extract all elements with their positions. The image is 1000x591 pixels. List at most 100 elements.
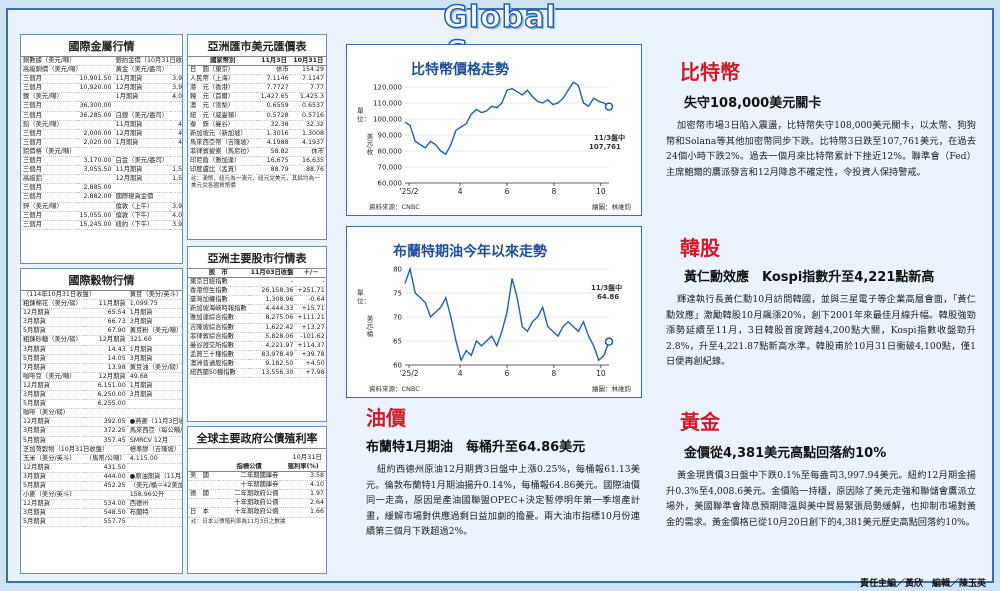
table-cell: - <box>248 277 296 288</box>
table-cell: 47.994 <box>170 120 182 130</box>
table-cell: 布蘭特 <box>127 508 182 519</box>
table-cell: 玉米（美分/英斗） <box>21 454 84 464</box>
table-cell: 4,011.50 <box>170 211 182 221</box>
btc-callout-value: 107,761 <box>589 143 621 151</box>
table-cell: 4,221.97 <box>248 341 296 351</box>
table-cell: 6,255.00 <box>83 399 128 410</box>
table-cell: 48.160 <box>170 129 182 139</box>
table-cell: 三個月 <box>21 101 78 112</box>
table-cell <box>170 192 182 203</box>
table-cell: SMRCV 12月 <box>127 436 182 446</box>
table-cell: 13.98 <box>83 363 128 373</box>
table-row: 十年期國庫券 4.10 <box>188 480 326 491</box>
table-cell: 白金（美元/盎司） <box>113 156 171 167</box>
table-cell: 0.5716 <box>290 111 326 121</box>
series-line <box>404 81 610 156</box>
metals-table: 銅數據（美元/噸）銀約金價（10月31日收盤）高級銅價（美元/噸）黃金（美元/盎… <box>21 57 182 230</box>
table-cell: 11月期貨 <box>113 165 171 176</box>
table-row: 5月期貨 557.75 <box>21 517 182 528</box>
table-cell: -101.62 <box>295 332 326 342</box>
table-cell: 8,275.06 <box>248 313 296 324</box>
table-cell: 1,569.60 <box>170 165 182 176</box>
table-cell: 1月期貨 <box>127 345 182 355</box>
table-cell: 7.77 <box>290 83 326 94</box>
table-cell: 銀約金價（10月31日收盤） <box>113 57 182 67</box>
table-cell: 12月期貨 <box>113 129 171 139</box>
table-row: 新加坡海峽時報指數 4,444.33 +15.71 <box>188 304 326 315</box>
table-cell: 7.7727 <box>257 83 291 94</box>
table-row: 韓 元（首爾） 1,427.65 1,425.3 <box>188 92 326 103</box>
table-cell: 48.371 <box>170 138 182 148</box>
table-cell: - <box>295 277 326 288</box>
table-cell: 16,635 <box>290 156 326 167</box>
table-cell: 4,013.30 <box>170 92 182 103</box>
table-cell: 臺灣加權指數 <box>188 295 249 306</box>
table-row: 鋅（美元/噸） 倫敦（上午）3,996.25 <box>21 202 182 212</box>
brent-chart-box: 布蘭特期油今年以來走勢 單位： 美元/桶 60 65 70 75 80 '25/2 4 6 8 1… <box>346 226 642 398</box>
y-tick-label: 100,000 <box>373 116 402 124</box>
brent-callout-value: 64.86 <box>597 293 620 301</box>
table-cell: ●原油期貨（11月3日盤中） <box>127 472 182 482</box>
table-row: 馬來西亞幣（吉隆坡） 4.1988 4.1937 <box>188 138 326 148</box>
table-cell: 2,020.00 <box>77 138 114 148</box>
x-tick-label: 8 <box>552 369 557 378</box>
table-cell: 88.76 <box>290 165 326 176</box>
table-cell: 三個月 <box>21 183 78 194</box>
table-row: 紐西蘭50種指數 13,556.30 +7.98 <box>188 368 326 379</box>
table-cell: 26,158.36 <box>248 286 296 297</box>
table-cell: 5月期貨 <box>21 436 84 446</box>
table-cell: 10,920.00 <box>77 83 114 94</box>
table-header-cell: 股 市 <box>188 269 249 279</box>
table-cell <box>77 120 114 130</box>
table-cell: 日 圓（東京） <box>188 65 258 76</box>
table-cell <box>127 517 182 528</box>
table-cell: 534.00 <box>83 499 128 510</box>
fx-box: 亞洲匯市美元匯價表 國家幣別 11月3日 10月31日日 圓（東京） 休市 154.29… <box>187 34 327 240</box>
gold-headline: 金價從4,381美元高點回落約10% <box>684 446 887 461</box>
table-cell: 三個月 <box>21 220 78 230</box>
table-row: 曼谷證交所指數 4,221.97 +114.37 <box>188 341 326 351</box>
table-cell: 休市 <box>257 65 291 76</box>
table-cell: 14.43 <box>83 345 128 355</box>
brent-ylabel: 美元/桶 <box>365 315 373 337</box>
last-point-marker <box>604 102 614 111</box>
oil-headline: 布蘭特1月期油 每桶升至64.86美元 <box>366 440 586 455</box>
table-cell: 三個月 <box>21 138 78 148</box>
table-cell: 十年期政府公債 <box>217 507 281 518</box>
x-tick-label: 4 <box>458 187 463 196</box>
table-row: 東京日經指數 - - <box>188 277 326 288</box>
btc-editor: 繪圖：林維鈞 <box>592 203 631 211</box>
table-cell: 58.82 <box>257 147 291 158</box>
table-cell: +114.37 <box>295 341 326 351</box>
table-cell <box>113 183 171 194</box>
table-cell: （114年10月31日收盤） <box>21 291 128 301</box>
table-cell: 321.60 <box>127 335 182 346</box>
table-cell <box>188 480 218 491</box>
table-cell: 粗鍊棉花（美分/磅） <box>21 299 84 310</box>
fx-table: 國家幣別 11月3日 10月31日日 圓（東京） 休市 154.29 人民幣（上海） 7.1… <box>188 57 326 176</box>
table-row: 三個月 36,285.00 白銀（美元/盎司） <box>21 111 182 121</box>
table-cell: 12月期貨 <box>83 372 128 382</box>
table-cell: 鎳（美元/噸） <box>21 92 78 103</box>
table-cell: 357.45 <box>83 436 128 446</box>
brent-chart-svg: 60 65 70 75 80 '25/2 4 6 8 10 <box>393 266 614 378</box>
table-cell: 3月期貨 <box>21 390 84 401</box>
y-tick-label: 80 <box>393 266 402 274</box>
table-cell: 0.5728 <box>257 111 291 121</box>
table-cell: 4.1988 <box>257 138 291 148</box>
last-point-marker <box>604 337 614 346</box>
table-cell: 三個月 <box>21 192 78 203</box>
btc-chart-svg: 60,000 70,000 80,000 90,000 100,000 110,000 12… <box>373 81 614 196</box>
table-header-cell: 11月3日 <box>257 57 291 67</box>
table-cell: 452.25 <box>83 481 128 492</box>
table-cell: 倫敦（上午） <box>113 202 171 212</box>
table-header-cell: 國家幣別 <box>188 57 258 67</box>
table-cell: 5月期貨 <box>21 517 84 528</box>
table-cell: 休市 <box>290 147 326 158</box>
table-row: 三個月 2,882.00 國際現貨金價 <box>21 192 182 203</box>
